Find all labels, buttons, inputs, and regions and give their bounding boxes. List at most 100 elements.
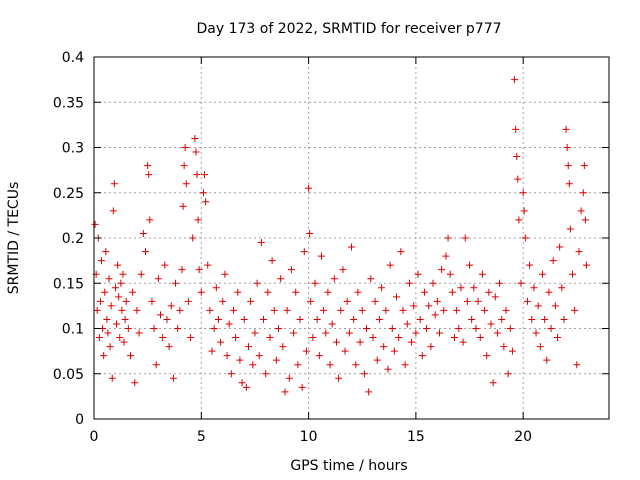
data-point — [536, 343, 544, 351]
data-point — [521, 234, 529, 242]
data-point — [352, 361, 360, 369]
data-point — [388, 325, 396, 332]
data-point — [528, 315, 536, 323]
data-point — [180, 162, 188, 170]
data-point — [142, 248, 149, 256]
data-point — [390, 347, 398, 355]
data-point — [337, 306, 345, 314]
y-tick-label: 0.3 — [62, 141, 84, 157]
data-point — [517, 279, 525, 287]
data-point — [579, 189, 587, 197]
data-point — [322, 329, 330, 337]
data-point — [530, 284, 538, 292]
data-point — [431, 311, 439, 319]
data-point — [122, 297, 130, 305]
data-point — [427, 343, 435, 351]
data-point — [117, 279, 125, 287]
data-point — [332, 338, 340, 346]
data-point — [100, 352, 108, 360]
data-point — [448, 288, 456, 296]
data-point — [110, 180, 118, 188]
x-tick-label: 0 — [90, 429, 99, 445]
data-point — [309, 334, 317, 342]
data-point — [113, 320, 121, 328]
data-point — [405, 279, 413, 287]
data-point — [283, 306, 291, 314]
data-point — [493, 329, 501, 337]
data-point — [253, 279, 261, 287]
data-point — [287, 266, 295, 274]
data-point — [217, 338, 225, 346]
data-point — [487, 320, 495, 328]
data-point — [249, 361, 257, 369]
data-point — [575, 248, 583, 256]
data-point — [137, 270, 145, 278]
data-point — [483, 352, 491, 360]
data-point — [272, 356, 280, 364]
data-point — [446, 270, 454, 278]
data-point — [326, 361, 334, 369]
data-point — [111, 284, 119, 292]
y-axis-label: SRMTID / TECUs — [6, 182, 22, 295]
y-tick-label: 0.25 — [53, 186, 84, 202]
data-point — [330, 275, 338, 283]
data-point — [474, 297, 482, 305]
data-point — [305, 184, 313, 192]
data-point — [506, 325, 514, 332]
data-point — [580, 162, 588, 170]
data-point — [489, 379, 497, 387]
data-point — [508, 347, 516, 355]
data-point — [221, 270, 229, 278]
data-point — [208, 347, 216, 355]
data-point — [169, 374, 177, 382]
data-point — [476, 334, 484, 342]
data-point — [119, 270, 127, 278]
data-point — [455, 325, 463, 332]
data-point — [139, 229, 147, 237]
data-point — [393, 293, 401, 301]
data-point — [573, 361, 581, 369]
data-point — [515, 216, 523, 224]
data-point — [189, 234, 197, 242]
data-point — [120, 338, 128, 346]
data-point — [214, 315, 222, 323]
data-point — [179, 202, 187, 210]
data-point — [335, 374, 343, 382]
data-point — [481, 306, 489, 314]
data-point — [152, 361, 160, 369]
data-points — [91, 76, 590, 396]
data-point — [212, 284, 220, 292]
data-point — [457, 284, 465, 292]
data-point — [161, 261, 169, 269]
data-point — [397, 248, 405, 256]
data-point — [101, 288, 109, 296]
data-point — [470, 284, 478, 292]
data-point — [135, 329, 143, 337]
data-point — [459, 338, 467, 346]
data-point — [108, 374, 116, 382]
data-point — [317, 252, 325, 260]
data-point — [194, 216, 202, 224]
data-point — [478, 270, 486, 278]
data-point — [380, 343, 388, 351]
data-point — [360, 370, 368, 378]
data-point — [348, 243, 355, 251]
data-point — [115, 293, 123, 301]
data-point — [491, 293, 499, 301]
data-point — [523, 297, 531, 305]
data-point — [296, 315, 304, 323]
data-point — [438, 266, 446, 274]
data-point — [232, 334, 240, 342]
data-point — [435, 329, 443, 337]
data-point — [163, 315, 171, 323]
data-point — [343, 297, 351, 305]
data-point — [277, 275, 285, 283]
data-point — [354, 288, 362, 296]
data-point — [472, 325, 480, 332]
data-point — [285, 374, 293, 382]
data-point — [498, 315, 506, 323]
data-point — [420, 288, 428, 296]
data-point — [103, 315, 111, 323]
data-point — [541, 315, 549, 323]
